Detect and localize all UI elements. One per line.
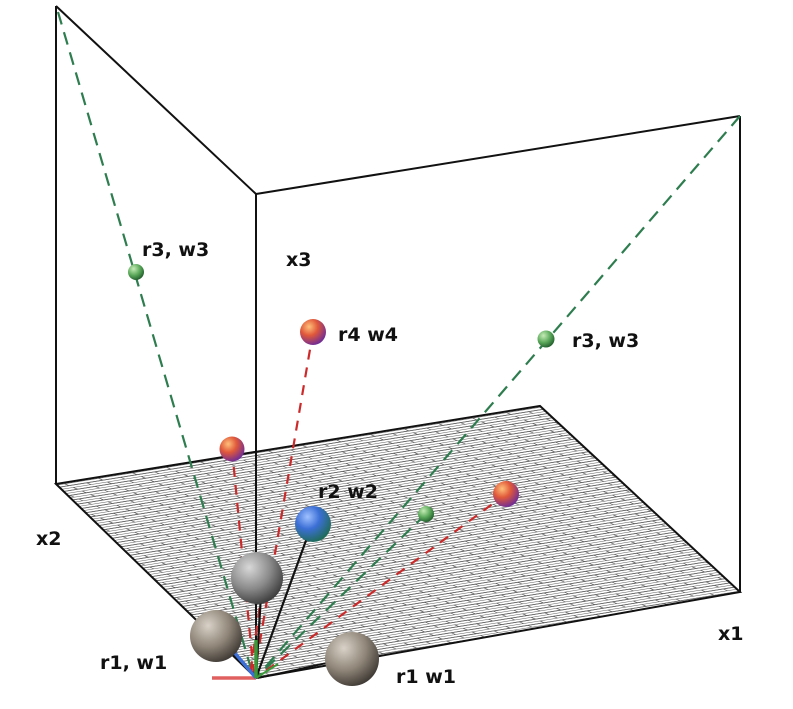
sphere-r4-w4 — [300, 319, 326, 345]
sphere-green-floor — [418, 506, 434, 522]
triad-blue-axis — [232, 650, 258, 680]
sphere-r3-w3-right — [537, 330, 555, 348]
green-dash-floor — [255, 513, 427, 679]
label-r3-w3-wall: r3, w3 — [142, 239, 209, 261]
green-dash-left-diagonal — [56, 11, 254, 673]
triad-green-diag — [255, 663, 279, 679]
sphere-r1-w1-bottom — [325, 632, 379, 686]
label-r2-w2: r2 w2 — [318, 481, 378, 503]
red-dash-r4 — [252, 331, 315, 677]
red-dash-gray-sphere — [248, 589, 264, 677]
spheres — [128, 264, 555, 686]
label-r4-w4: r4 w4 — [338, 324, 398, 346]
sphere-gray-mid — [231, 552, 283, 604]
axis-label-x3: x3 — [286, 249, 311, 271]
green-dash-right-diagonal — [255, 115, 741, 679]
axis-label-x1: x1 — [718, 623, 743, 645]
back-wall-top-edge — [255, 115, 741, 195]
labels: x1 x2 x3 r3, w3 r3, w3 r4 w4 r2 w2 r1, w… — [36, 239, 743, 688]
sphere-r2-w2 — [295, 506, 331, 542]
label-r3-w3-right: r3, w3 — [572, 330, 639, 352]
r2-vector-line — [254, 523, 314, 679]
sphere-red-floor — [493, 481, 519, 507]
left-wall-top-edge — [55, 5, 257, 195]
origin-triad — [212, 640, 279, 680]
sphere-r1-w1-left — [190, 610, 242, 662]
label-r1-w1-bottom: r1 w1 — [396, 666, 456, 688]
green-dashed-lines — [56, 11, 741, 679]
wall-frames — [55, 5, 741, 678]
sphere-r3-w3-wall — [128, 264, 144, 280]
axis-label-x2: x2 — [36, 528, 61, 550]
sphere-red-wall — [219, 436, 245, 462]
label-r1-w1-left: r1, w1 — [100, 652, 167, 674]
red-dash-floor-point — [255, 493, 507, 679]
